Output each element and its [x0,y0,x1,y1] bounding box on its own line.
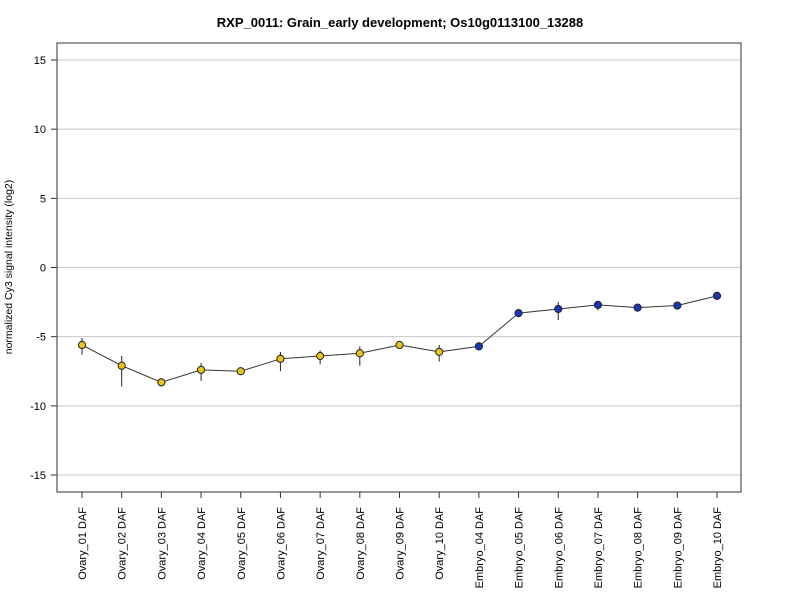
y-tick-label: 10 [34,124,46,136]
series-line-segment [280,355,321,360]
x-tick-label: Ovary_06 DAF [275,507,287,580]
y-tick-label: -5 [36,332,46,344]
series-line-segment [637,305,678,309]
x-tick-label: Embryo_05 DAF [514,507,526,589]
x-tick-label: Embryo_06 DAF [553,507,565,589]
x-axis: Ovary_01 DAF Ovary_02 DAF Ovary_03 DAF Ovar… [77,492,724,588]
series-line-segment [359,344,400,354]
series-line-segment [399,344,440,353]
data-points [77,291,722,387]
data-point [196,365,206,374]
data-point [276,354,285,363]
data-point [236,367,245,376]
data-point [435,347,444,356]
x-tick-label: Ovary_07 DAF [315,507,327,580]
series-line-segment [439,345,479,353]
data-point [673,301,682,310]
x-tick-label: Embryo_10 DAF [712,507,724,589]
x-tick-label: Ovary_03 DAF [156,507,168,580]
series-line-segment [81,344,122,367]
x-tick-label: Ovary_04 DAF [196,507,208,580]
y-axis-label: normalized Cy3 signal intensity (log2) [3,180,15,355]
data-point [633,303,642,312]
y-axis: 15 10 5 0 -5 -10 -15 [30,55,57,482]
x-tick-label: Ovary_05 DAF [236,507,248,580]
series-line-segment [201,369,241,372]
series-line-segment [478,312,519,347]
data-point [554,304,563,314]
data-point [514,309,523,318]
y-tick-label: 0 [40,263,46,275]
data-point [316,351,325,361]
y-tick-label: -15 [30,470,46,482]
x-tick-label: Embryo_04 DAF [474,507,486,589]
data-point [157,378,166,387]
y-tick-label: 5 [40,193,46,205]
chart-title: RXP_0011: Grain_early development; Os10g… [217,15,583,30]
data-point [593,300,603,309]
data-point [355,349,364,358]
series-line-segment [161,369,202,383]
data-point [474,342,483,351]
series-line-segment [518,308,559,314]
y-tick-label: 15 [34,55,46,67]
x-tick-label: Ovary_09 DAF [395,507,407,580]
series-line-segment [597,304,638,309]
series-line-segment [677,295,718,307]
series-line-segment [320,352,360,357]
series-line-segment [558,304,598,310]
error-bars [81,302,639,387]
series-line-segment [240,358,281,372]
x-tick-label: Ovary_01 DAF [77,507,89,580]
series-line-segment [121,365,162,383]
y-tick-label: -10 [30,401,46,413]
grid-lines [57,59,741,476]
data-point [712,291,722,300]
x-tick-label: Ovary_02 DAF [117,507,129,580]
x-tick-label: Ovary_10 DAF [434,507,446,580]
series-line-group [81,295,718,383]
x-tick-label: Ovary_08 DAF [355,507,367,580]
x-tick-label: Embryo_07 DAF [593,507,605,589]
x-tick-label: Embryo_09 DAF [672,507,684,589]
x-tick-label: Embryo_08 DAF [633,507,645,589]
data-point [395,340,404,350]
data-point [77,340,87,350]
data-point [117,361,126,370]
